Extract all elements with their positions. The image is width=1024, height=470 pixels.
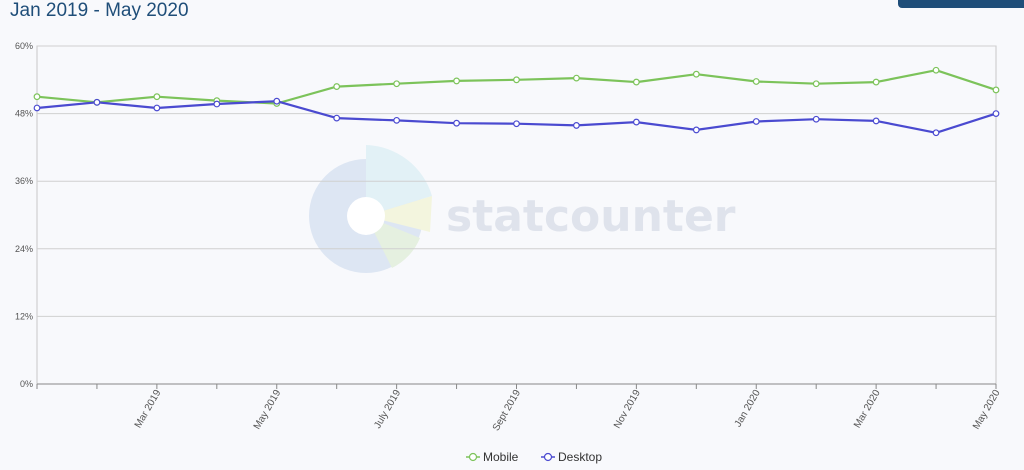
x-tick-label: Mar 2019 (133, 388, 164, 430)
desktop-point (93, 98, 101, 106)
legend-item-desktop[interactable]: Desktop (541, 450, 602, 464)
desktop-point (33, 104, 41, 112)
desktop-point (812, 115, 820, 123)
mobile-point (932, 66, 940, 74)
x-tick-label: July 2019 (372, 388, 403, 431)
desktop-point (932, 129, 940, 137)
y-tick-label: 24% (15, 244, 33, 254)
chart-subtitle: Jan 2019 - May 2020 (10, 0, 189, 21)
desktop-point (513, 120, 520, 128)
download-button[interactable] (898, 0, 1024, 8)
x-tick-label: May 2019 (252, 388, 284, 432)
legend-item-mobile[interactable]: Mobile (466, 450, 519, 464)
desktop-point (632, 118, 640, 126)
mobile-point (573, 74, 580, 82)
desktop-line (36, 100, 997, 134)
statcounter-logo-watermark: statcounter (309, 145, 736, 273)
legend-label-mobile: Mobile (483, 450, 519, 464)
desktop-point (333, 114, 341, 122)
y-tick-label: 0% (20, 379, 33, 389)
x-tick-label: May 2020 (971, 388, 1003, 432)
desktop-point (153, 104, 161, 112)
mobile-line (36, 69, 997, 105)
mobile-point (812, 80, 820, 88)
x-tick-label: Jan 2020 (733, 388, 763, 430)
desktop-point (213, 100, 221, 108)
mobile-point (513, 76, 520, 84)
mobile-point (393, 80, 401, 88)
desktop-point (453, 119, 460, 127)
y-tick-label: 60% (15, 41, 33, 51)
y-tick-label: 36% (15, 176, 33, 186)
mobile-point (692, 70, 700, 78)
mobile-point (33, 93, 41, 101)
mobile-point (333, 83, 341, 90)
y-tick-label: 12% (15, 311, 33, 321)
watermark-text: statcounter (446, 191, 736, 242)
x-tick-label: Nov 2019 (612, 388, 643, 431)
desktop-point (992, 110, 1000, 117)
desktop-point (692, 126, 700, 134)
mobile-point (153, 93, 161, 101)
desktop-point (752, 118, 760, 125)
desktop-point (872, 117, 880, 125)
mobile-point (632, 78, 640, 86)
mobile-point (752, 78, 760, 85)
desktop-point (573, 122, 580, 129)
y-tick-label: 48% (15, 109, 33, 119)
x-tick-label: Sept 2019 (491, 388, 524, 433)
desktop-point (393, 116, 401, 124)
desktop-point (273, 97, 281, 105)
mobile-point (992, 86, 1000, 94)
legend-swatch-marker (468, 452, 478, 462)
mobile-point (453, 77, 460, 85)
x-tick-label: Mar 2020 (852, 388, 883, 430)
legend-swatch-marker (543, 452, 553, 462)
mobile-point (872, 78, 880, 86)
legend-label-desktop: Desktop (558, 450, 602, 464)
